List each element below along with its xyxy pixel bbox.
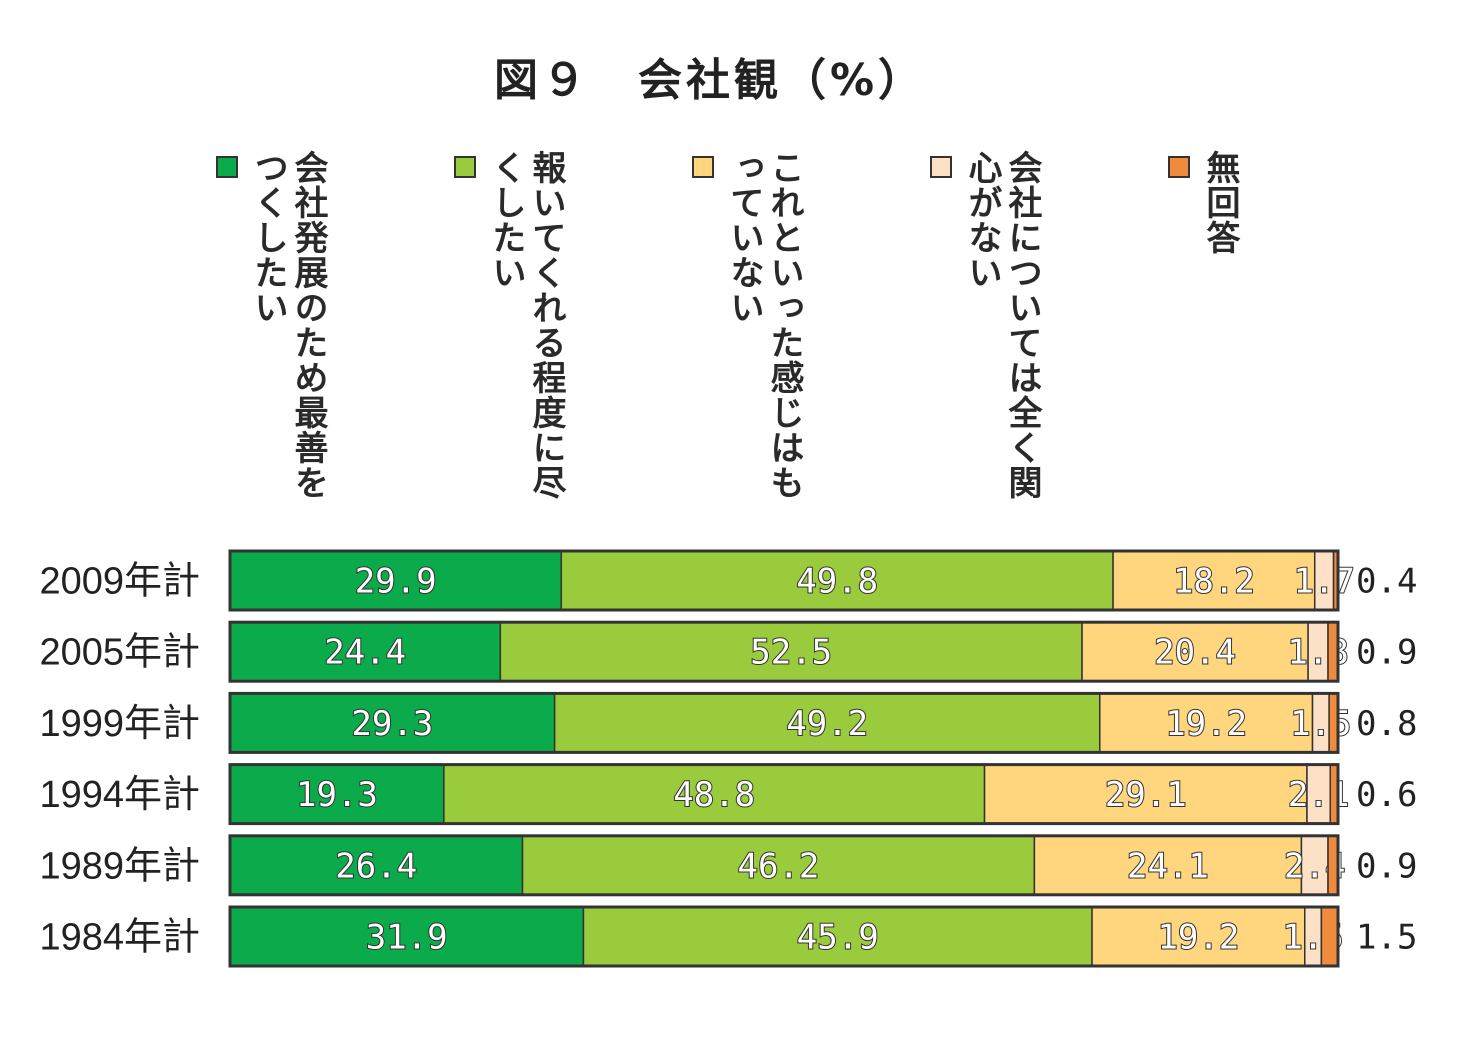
chart-title: 図９ 会社観（%） <box>493 55 927 106</box>
bar-segment-best-effort <box>229 835 524 896</box>
legend-swatch-no-answer <box>1168 156 1190 178</box>
bar-row: 2009年計 29.9 49.8 18.2 1.7 0.4 <box>39 549 1417 612</box>
data-label-no-feeling: 29.1 <box>1105 775 1187 815</box>
bar-outline <box>228 905 1340 968</box>
legend-item-no-interest: 会社については全く関心がない <box>930 150 1050 510</box>
bar-row: 1984年計 31.9 45.9 19.2 1.5 1.5 <box>39 905 1417 968</box>
data-label-no-feeling: 19.2 <box>1157 918 1239 958</box>
data-label-no-feeling: 19.2 <box>1165 704 1247 744</box>
legend-swatch-no-feeling <box>692 156 714 178</box>
row-label: 2005年計 <box>39 632 200 674</box>
legend-label-reciprocal: 報いてくれる程度に尽くしたい <box>486 150 566 500</box>
data-label-no-interest: 1.5 <box>1290 704 1351 744</box>
data-label-best-effort: 24.4 <box>324 633 406 673</box>
bar-segment-reciprocal <box>499 621 1083 682</box>
data-label-best-effort: 29.9 <box>355 562 437 602</box>
bar-row: 1999年計 29.3 49.2 19.2 1.5 0.8 <box>39 691 1417 754</box>
data-label-reciprocal: 45.9 <box>797 918 879 958</box>
data-label-no-feeling: 18.2 <box>1173 562 1255 602</box>
bar-outline <box>228 834 1340 897</box>
legend-label-no-interest: 会社については全く関心がない <box>962 150 1042 500</box>
legend-label-best-effort: 会社発展のため最善をつくしたい <box>248 150 328 500</box>
bar-outline <box>228 691 1340 754</box>
row-label: 1999年計 <box>39 703 200 745</box>
bar-segment-reciprocal <box>553 692 1101 754</box>
legend-item-no-answer: 無回答 <box>1168 150 1288 510</box>
row-label: 1994年計 <box>39 774 200 816</box>
data-label-best-effort: 26.4 <box>335 846 417 886</box>
data-label-no-answer: 0.9 <box>1356 633 1417 673</box>
bar-segment-no-feeling <box>1099 692 1314 754</box>
data-label-no-interest: 1.8 <box>1287 633 1348 673</box>
data-label-reciprocal: 48.8 <box>673 775 755 815</box>
data-label-no-answer: 0.8 <box>1356 704 1417 744</box>
bar-segment-no-feeling <box>1081 621 1309 682</box>
legend-item-reciprocal: 報いてくれる程度に尽くしたい <box>454 150 574 510</box>
data-label-no-interest: 1.7 <box>1293 562 1354 602</box>
legend-swatch-best-effort <box>216 156 238 178</box>
data-label-reciprocal: 49.2 <box>786 704 868 744</box>
bar-segment-reciprocal <box>443 763 986 825</box>
data-label-no-answer: 0.9 <box>1356 846 1417 886</box>
data-label-reciprocal: 46.2 <box>738 846 820 886</box>
bar-row: 2005年計 24.4 52.5 20.4 1.8 0.9 <box>39 620 1417 683</box>
bar-row: 1989年計 26.4 46.2 24.1 2.4 0.9 <box>39 834 1417 897</box>
row-label: 2009年計 <box>39 561 200 603</box>
data-label-no-feeling: 24.1 <box>1127 846 1209 886</box>
row-label: 1989年計 <box>39 845 200 887</box>
bar-segment-best-effort <box>229 906 585 967</box>
legend-item-best-effort: 会社発展のため最善をつくしたい <box>216 150 336 510</box>
bar-segment-no-feeling <box>983 763 1308 825</box>
bar-segment-best-effort <box>229 550 563 611</box>
data-label-best-effort: 19.3 <box>296 775 378 815</box>
legend-label-no-feeling: これといった感じはもっていない <box>724 150 804 500</box>
legend-label-no-answer: 無回答 <box>1200 150 1240 255</box>
data-label-best-effort: 31.9 <box>366 918 448 958</box>
bar-segment-no-answer <box>1320 906 1339 967</box>
row-label: 1984年計 <box>39 917 200 959</box>
data-label-no-answer: 0.6 <box>1356 775 1417 815</box>
legend-swatch-reciprocal <box>454 156 476 178</box>
data-label-no-feeling: 20.4 <box>1154 633 1236 673</box>
legend-swatch-no-interest <box>930 156 952 178</box>
data-label-best-effort: 29.3 <box>351 704 433 744</box>
bar-outline <box>228 763 1340 826</box>
data-label-reciprocal: 49.8 <box>796 562 878 602</box>
data-label-reciprocal: 52.5 <box>750 633 832 673</box>
data-label-no-answer: 1.5 <box>1356 918 1417 958</box>
bar-segment-best-effort <box>229 692 556 754</box>
bar-outline <box>228 549 1340 612</box>
bar-outline <box>228 620 1340 683</box>
legend-item-no-feeling: これといった感じはもっていない <box>692 150 812 510</box>
bar-segment-no-feeling <box>1033 835 1303 896</box>
data-label-no-answer: 0.4 <box>1356 562 1417 602</box>
bar-row: 1994年計 19.3 48.8 29.1 2.1 0.6 <box>39 763 1417 826</box>
data-label-no-interest: 2.1 <box>1288 775 1349 815</box>
